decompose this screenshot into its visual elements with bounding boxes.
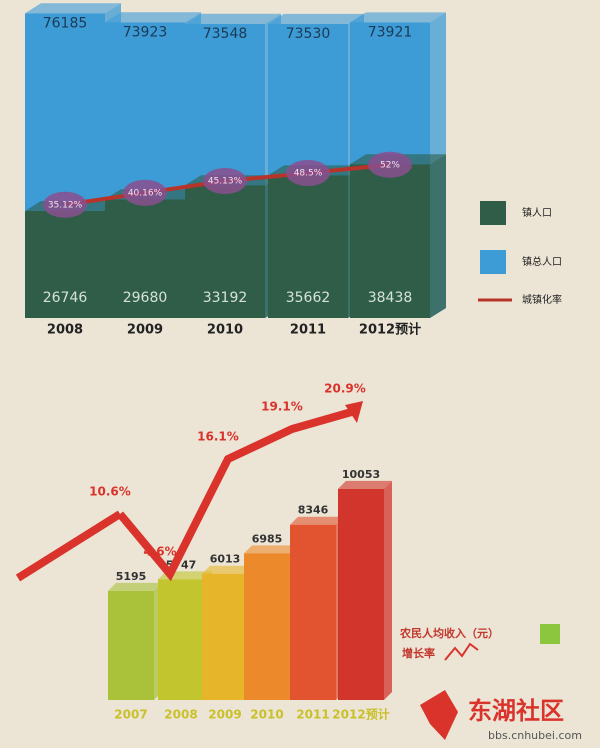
bar-side — [384, 480, 392, 700]
data-label: 10053 — [342, 468, 380, 481]
point — [286, 160, 330, 187]
x-tick-label: 2009 — [127, 323, 163, 338]
legend-swatch — [480, 201, 506, 225]
bar — [105, 199, 185, 318]
legend-swatch — [480, 250, 506, 274]
line — [116, 407, 357, 582]
bar-top — [350, 12, 446, 23]
data-label: 33192 — [203, 290, 248, 306]
data-label: 4.6% — [143, 545, 176, 559]
x-tick-label: 2008 — [47, 323, 83, 338]
legend-label: 城镇化率 — [522, 293, 562, 306]
data-label: 8346 — [298, 504, 329, 517]
bar — [290, 524, 336, 700]
watermark-url: bbs.cnhubei.com — [488, 729, 582, 742]
data-label: 52% — [380, 160, 400, 170]
bar — [185, 185, 265, 318]
data-label: 38438 — [368, 290, 413, 306]
bar — [25, 211, 105, 318]
bar-side — [430, 154, 446, 318]
bar-top — [290, 516, 344, 525]
point — [43, 191, 87, 218]
x-tick-label: 2012预计 — [359, 322, 421, 338]
data-label: 48.5% — [294, 169, 323, 179]
data-label: 29680 — [123, 290, 168, 306]
x-tick-label: 2008 — [164, 708, 197, 722]
arrow-head — [345, 401, 363, 423]
bar — [202, 573, 248, 700]
bar-top — [105, 12, 201, 23]
bar-top — [185, 13, 281, 24]
data-label: 40.16% — [128, 188, 163, 198]
data-label: 35.12% — [48, 200, 83, 210]
data-label: 20.9% — [324, 382, 366, 396]
data-label: 35662 — [286, 290, 331, 306]
data-label: 73923 — [123, 24, 168, 40]
bar — [350, 164, 430, 318]
x-tick-label: 2010 — [250, 708, 283, 722]
point — [123, 179, 167, 206]
x-tick-label: 2007 — [114, 708, 147, 722]
x-tick-label: 2012预计 — [332, 707, 389, 722]
data-label: 5195 — [116, 570, 147, 583]
data-label: 73921 — [368, 24, 413, 40]
data-label: 10.6% — [89, 485, 131, 499]
bar — [108, 590, 154, 700]
data-label: 45.13% — [208, 177, 243, 187]
bar — [338, 488, 384, 700]
bar — [244, 553, 290, 700]
bar-top — [338, 480, 392, 489]
line-tail — [15, 510, 123, 582]
watermark-title: 东湖社区 — [468, 697, 564, 725]
legend-swatch — [444, 642, 479, 661]
x-tick-label: 2010 — [207, 323, 243, 338]
bar — [158, 579, 204, 700]
data-label: 26746 — [43, 290, 88, 306]
data-label: 73548 — [203, 26, 248, 42]
bar-top — [25, 3, 121, 14]
x-tick-label: 2009 — [208, 708, 241, 722]
x-tick-label: 2011 — [290, 323, 326, 338]
data-label: 6013 — [210, 553, 241, 566]
data-label: 19.1% — [261, 400, 303, 414]
legend-label: 增长率 — [402, 646, 435, 660]
bar-top — [268, 13, 364, 24]
data-label: 73530 — [286, 26, 331, 42]
bar — [268, 175, 348, 318]
watermark-logo — [420, 690, 458, 740]
legend-label: 镇总人口 — [522, 255, 562, 268]
data-label: 16.1% — [197, 430, 239, 444]
x-tick-label: 2011 — [296, 708, 329, 722]
legend-label: 农民人均收入（元） — [399, 626, 499, 640]
bar-top — [244, 545, 298, 554]
data-label: 6985 — [252, 532, 283, 545]
point — [203, 168, 247, 195]
bar-top — [202, 565, 256, 574]
data-label: 76185 — [43, 15, 88, 31]
legend-swatch — [540, 624, 560, 644]
bar-top — [108, 582, 162, 591]
point — [368, 151, 412, 178]
legend-label: 镇人口 — [522, 206, 552, 219]
